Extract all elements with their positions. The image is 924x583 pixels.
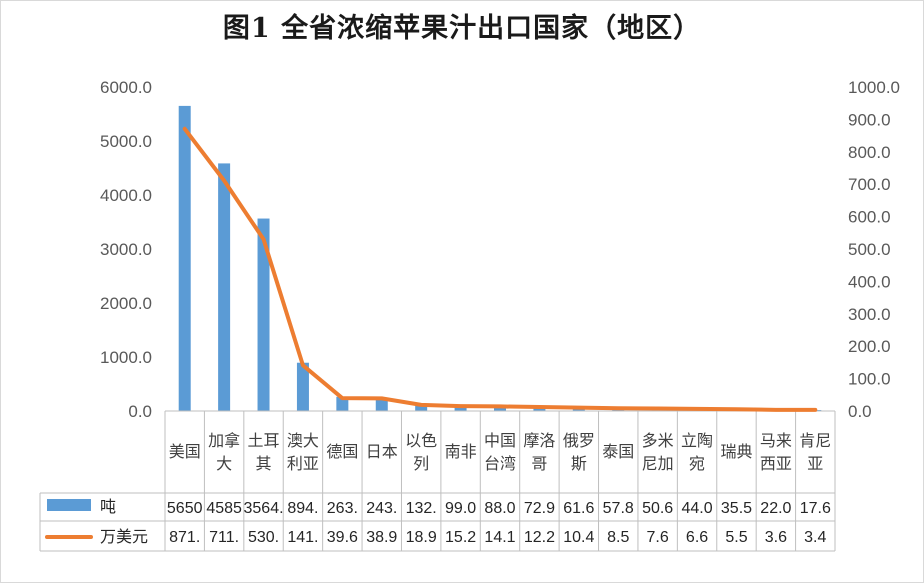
table-cell-bar-value: 57.8: [603, 500, 634, 517]
table-cell-bar-value: 132.: [406, 500, 437, 517]
table-cell-line-value: 530.: [248, 529, 279, 546]
y-left-tick-label: 3000.0: [100, 240, 152, 259]
table-cell-line-value: 12.2: [524, 529, 555, 546]
series-line: [182, 126, 818, 412]
table-cell-line-value: 14.1: [484, 529, 515, 546]
y-left-tick-label: 2000.0: [100, 294, 152, 313]
category-label: 南非: [445, 442, 477, 461]
category-label: 日本: [366, 442, 398, 461]
legend-bar-swatch: [47, 499, 91, 511]
bar: [494, 406, 506, 411]
category-label: 瑞典: [720, 442, 752, 461]
y-left-tick-label: 5000.0: [100, 132, 152, 151]
table-cell-line-value: 5.5: [725, 529, 747, 546]
table-cell-bar-value: 4585: [206, 500, 242, 517]
table-cell-bar-value: 894.: [287, 500, 318, 517]
table-cell-bar-value: 61.6: [563, 500, 594, 517]
table-cell-line-value: 18.9: [406, 529, 437, 546]
table-cell-bar-value: 5650: [167, 500, 203, 517]
category-label: 以色列: [405, 431, 437, 473]
bar: [454, 405, 467, 411]
table-cell-bar-value: 88.0: [484, 500, 515, 517]
category-label: 德国: [326, 442, 358, 461]
y-right-tick-label: 0.0: [848, 402, 872, 421]
category-label: 马来西亚: [760, 431, 792, 473]
y-right-tick-label: 700.0: [848, 175, 891, 194]
bar: [375, 397, 388, 411]
table-cell-bar-value: 44.0: [681, 500, 712, 517]
y-right-tick-label: 1000.0: [848, 78, 900, 97]
y-left-tick-label: 1000.0: [100, 348, 152, 367]
category-label: 俄罗斯: [563, 431, 595, 473]
table-cell-line-value: 6.6: [686, 529, 708, 546]
bar: [336, 396, 349, 411]
table-cell-line-value: 15.2: [445, 529, 476, 546]
category-label: 摩洛哥: [523, 431, 555, 473]
table-cell-line-value: 7.6: [647, 529, 669, 546]
category-label: 中国台湾: [484, 431, 516, 473]
table-cell-line-value: 711.: [209, 529, 239, 546]
bar: [178, 105, 191, 412]
y-left-tick-label: 0.0: [128, 402, 152, 421]
table-cell-line-value: 141.: [287, 529, 318, 546]
table-cell-line-value: 3.6: [765, 529, 787, 546]
category-label: 加拿大: [208, 431, 240, 473]
bar: [218, 163, 231, 411]
category-label: 土耳其: [248, 431, 280, 473]
category-label: 美国: [169, 442, 201, 461]
y-right-tick-label: 300.0: [848, 305, 891, 324]
table-cell-line-value: 10.4: [563, 529, 594, 546]
bar: [415, 403, 428, 411]
table-cell-bar-value: 17.6: [800, 500, 831, 517]
y-right-tick-label: 800.0: [848, 143, 891, 162]
y-right-tick-label: 900.0: [848, 110, 891, 129]
y-left-tick-label: 4000.0: [100, 186, 152, 205]
legend-line-label: 万美元: [100, 527, 148, 546]
y-right-tick-label: 500.0: [848, 240, 891, 259]
category-label: 澳大利亚: [287, 431, 319, 473]
legend-bar-label: 吨: [100, 497, 116, 516]
table-cell-bar-value: 22.0: [760, 500, 791, 517]
y-right-tick-label: 600.0: [848, 208, 891, 227]
table-cell-bar-value: 3564.: [244, 500, 284, 517]
category-label: 多米尼加: [642, 431, 674, 473]
table-cell-line-value: 3.4: [804, 529, 826, 546]
table-cell-bar-value: 99.0: [445, 500, 476, 517]
table-cell-bar-value: 72.9: [524, 500, 555, 517]
category-label: 立陶宛: [681, 431, 713, 473]
table-cell-line-value: 871.: [169, 529, 200, 546]
y-right-tick-label: 200.0: [848, 337, 891, 356]
table-cell-line-value: 39.6: [327, 529, 358, 546]
table-cell-bar-value: 50.6: [642, 500, 673, 517]
table-cell-line-value: 8.5: [607, 529, 629, 546]
chart-title: 图1 全省浓缩苹果汁出口国家（地区）: [222, 13, 702, 44]
y-left-tick-label: 6000.0: [100, 78, 152, 97]
y-right-tick-label: 100.0: [848, 370, 891, 389]
table-cell-bar-value: 243.: [366, 500, 397, 517]
bar: [296, 362, 309, 411]
bar: [257, 218, 270, 411]
category-label: 泰国: [602, 442, 634, 461]
table-cell-bar-value: 35.5: [721, 500, 752, 517]
table-cell-bar-value: 263.: [327, 500, 358, 517]
y-right-tick-label: 400.0: [848, 272, 891, 291]
table-cell-line-value: 38.9: [366, 529, 397, 546]
category-label: 肯尼亚: [799, 431, 831, 473]
